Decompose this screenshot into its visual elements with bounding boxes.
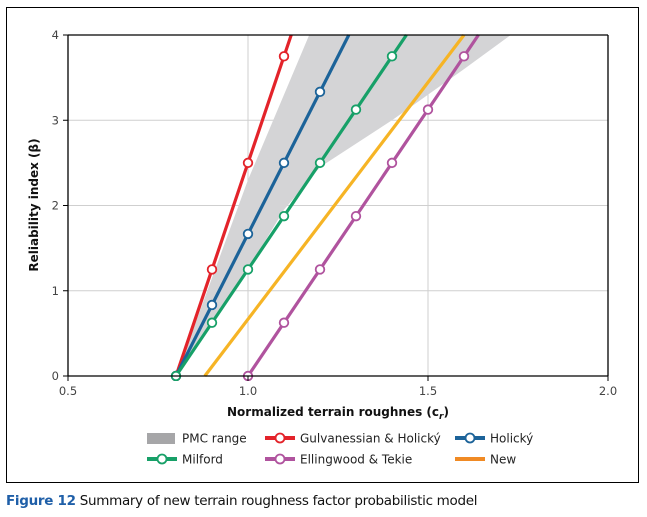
legend-label: Holický (490, 432, 533, 446)
legend-item: Gulvanessian & Holický (265, 432, 441, 446)
data-point-marker (242, 264, 254, 275)
legend-swatch-marker (274, 453, 286, 465)
data-point-marker (242, 157, 254, 169)
data-point-marker (314, 264, 326, 275)
legend-item: New (455, 453, 516, 467)
y-tick-label: 4 (52, 28, 59, 42)
x-tick-label: 1.0 (239, 384, 257, 398)
legend-swatch-marker (156, 453, 168, 465)
data-point-marker (314, 86, 326, 98)
series-line (174, 34, 293, 377)
legend-label: New (490, 453, 516, 467)
data-point-marker (458, 51, 470, 62)
legend: PMC range Gulvanessian & Holický Holický Mi… (147, 432, 533, 467)
legend-item: Milford (147, 453, 223, 467)
pmc-range-band-layer (176, 35, 511, 376)
legend-label: PMC range (182, 432, 247, 446)
legend-label: Gulvanessian & Holický (300, 432, 441, 446)
legend-item: Ellingwood & Tekie (265, 453, 412, 467)
series-ellingwood-tekie (242, 34, 480, 381)
pmc-range-band (176, 35, 511, 376)
legend-item: Holický (455, 432, 533, 446)
series-line (203, 34, 466, 377)
legend-label: Milford (182, 453, 223, 467)
legend-swatch-marker (464, 432, 476, 444)
y-axis-title: Reliability index (β) (27, 138, 41, 271)
data-point-marker (314, 157, 326, 169)
x-tick-label: 2.0 (599, 384, 617, 398)
legend-item: PMC range (147, 432, 247, 446)
data-point-marker (278, 317, 290, 328)
data-point-marker (206, 299, 218, 311)
figure-caption: Figure 12 Summary of new terrain roughne… (6, 493, 478, 509)
data-point-marker (386, 51, 398, 62)
data-point-marker (278, 157, 290, 169)
x-axis-title: Normalized terrain roughnes (cr) (227, 405, 449, 422)
legend-swatch-marker (274, 432, 286, 444)
figure-frame (6, 7, 639, 483)
data-point-marker (206, 317, 218, 328)
data-point-marker (242, 228, 254, 240)
y-tick-label: 3 (52, 113, 59, 127)
figure-number: Figure 12 (6, 493, 76, 509)
data-point-marker (278, 210, 290, 222)
data-point-marker (350, 104, 362, 115)
series-new (203, 34, 466, 377)
data-point-marker (386, 157, 398, 169)
data-point-marker (422, 104, 434, 115)
legend-label: Ellingwood & Tekie (300, 453, 412, 467)
data-point-marker (206, 264, 218, 275)
tick-labels: 0 1 2 3 4 0.5 1.0 1.5 2.0 (52, 28, 617, 398)
data-point-marker (350, 210, 362, 222)
y-tick-label: 0 (52, 369, 59, 383)
x-tick-label: 0.5 (59, 384, 77, 398)
legend-swatch-band (147, 433, 175, 444)
y-tick-label: 1 (52, 284, 59, 298)
x-tick-label: 1.5 (419, 384, 437, 398)
caption-text: Summary of new terrain roughness factor … (75, 493, 478, 509)
y-tick-label: 2 (52, 199, 59, 213)
data-point-marker (278, 51, 290, 62)
